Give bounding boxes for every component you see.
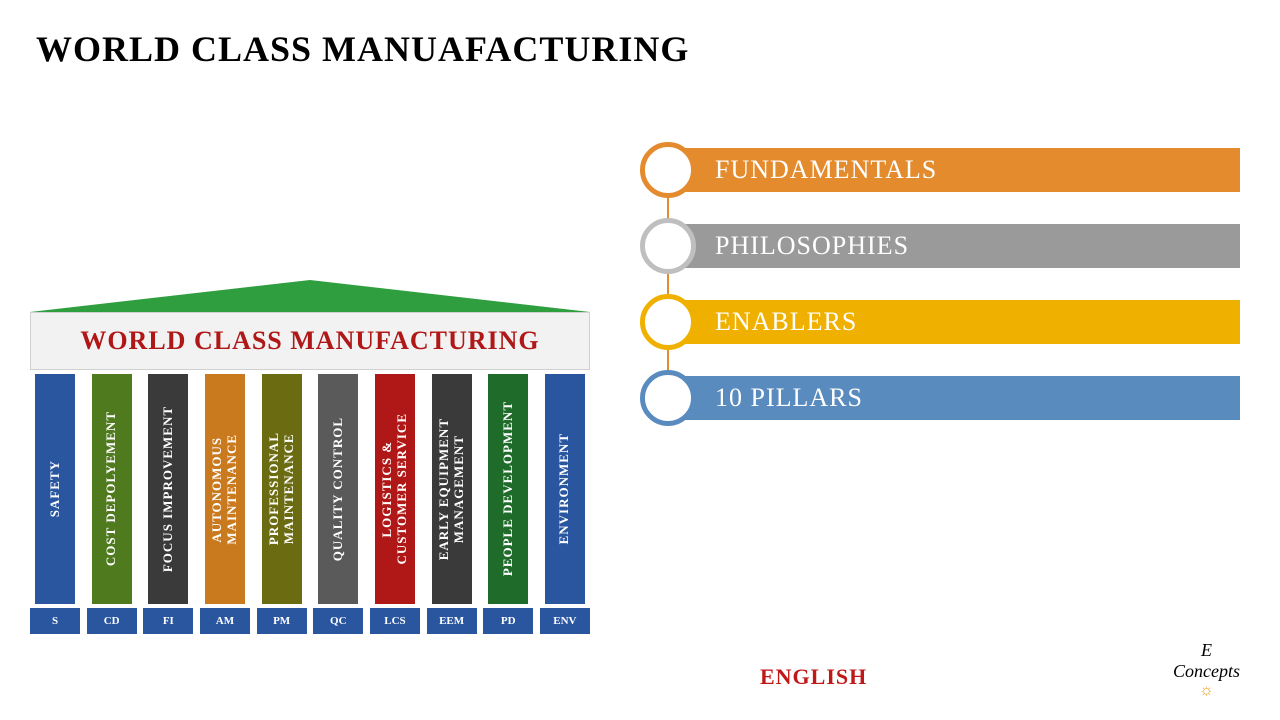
temple-header: WORLD CLASS MANUFACTURING [30, 312, 590, 370]
pillar-body: LOGISTICS & CUSTOMER SERVICE [375, 374, 415, 604]
pillar: ENVIRONMENT ENV [540, 374, 590, 634]
list-item: PHILOSOPHIES [640, 216, 1240, 276]
pillar-label: PEOPLE DEVELOPMENT [501, 401, 516, 576]
pillar-label: AUTONOMOUS MAINTENANCE [210, 434, 240, 545]
pillar-label: LOGISTICS & CUSTOMER SERVICE [380, 413, 410, 564]
list-item-circle [640, 294, 696, 350]
pillar: QUALITY CONTROL QC [313, 374, 363, 634]
pillar-body: PROFESSIONAL MAINTENANCE [262, 374, 302, 604]
list-item: 10 PILLARS [640, 368, 1240, 428]
pillar: LOGISTICS & CUSTOMER SERVICE LCS [370, 374, 420, 634]
temple-diagram: WORLD CLASS MANUFACTURING SAFETY S COST DE… [30, 280, 590, 634]
pillar-label: COST DEPOLYEMENT [104, 411, 119, 566]
pillar-label: FOCUS IMPROVEMENT [161, 406, 176, 572]
pillar-base: AM [200, 608, 250, 634]
pillar: PROFESSIONAL MAINTENANCE PM [257, 374, 307, 634]
temple-header-text: WORLD CLASS MANUFACTURING [80, 326, 539, 356]
list-item-bar: ENABLERS [685, 300, 1240, 344]
pillar-label: QUALITY CONTROL [331, 417, 346, 561]
pillars-row: SAFETYSCOST DEPOLYEMENTCDFOCUS IMPROVEME… [30, 374, 590, 634]
pillar: COST DEPOLYEMENT CD [87, 374, 137, 634]
pillar: PEOPLE DEVELOPMENT PD [483, 374, 533, 634]
temple-roof [30, 280, 590, 312]
logo-line-2: Concepts [1173, 661, 1240, 682]
list-item-circle [640, 142, 696, 198]
pillar-body: AUTONOMOUS MAINTENANCE [205, 374, 245, 604]
pillar: SAFETY S [30, 374, 80, 634]
pillar-label: PROFESSIONAL MAINTENANCE [267, 432, 297, 545]
page-title: WORLD CLASS MANUAFACTURING [36, 28, 689, 70]
bulb-icon: ☼ [1173, 682, 1240, 700]
pillar-label: SAFETY [48, 460, 63, 517]
logo-line-1: E [1173, 640, 1240, 661]
pillar-base: CD [87, 608, 137, 634]
pillar-base: LCS [370, 608, 420, 634]
pillar-base: EEM [427, 608, 477, 634]
pillar-label: ENVIRONMENT [557, 433, 572, 544]
pillar-body: COST DEPOLYEMENT [92, 374, 132, 604]
pillar-base: QC [313, 608, 363, 634]
pillar: FOCUS IMPROVEMENT FI [143, 374, 193, 634]
pillar-label: EARLY EQUIPMENT MANAGEMENT [437, 418, 467, 560]
topic-list: FUNDAMENTALS PHILOSOPHIES ENABLERS 10 PILLA… [640, 140, 1240, 444]
list-item-circle [640, 218, 696, 274]
slide: WORLD CLASS MANUAFACTURING FUNDAMENTALS P… [0, 0, 1280, 720]
pillar-body: FOCUS IMPROVEMENT [148, 374, 188, 604]
pillar-base: PD [483, 608, 533, 634]
pillar-body: QUALITY CONTROL [318, 374, 358, 604]
pillar-base: S [30, 608, 80, 634]
pillar-body: PEOPLE DEVELOPMENT [488, 374, 528, 604]
list-item: ENABLERS [640, 292, 1240, 352]
pillar-base: ENV [540, 608, 590, 634]
pillar-body: EARLY EQUIPMENT MANAGEMENT [432, 374, 472, 604]
list-item-bar: FUNDAMENTALS [685, 148, 1240, 192]
list-item: FUNDAMENTALS [640, 140, 1240, 200]
pillar: EARLY EQUIPMENT MANAGEMENT EEM [427, 374, 477, 634]
pillar-base: PM [257, 608, 307, 634]
pillar: AUTONOMOUS MAINTENANCE AM [200, 374, 250, 634]
pillar-body: SAFETY [35, 374, 75, 604]
list-item-bar: 10 PILLARS [685, 376, 1240, 420]
brand-logo: E Concepts ☼ [1173, 640, 1240, 700]
list-item-circle [640, 370, 696, 426]
list-item-bar: PHILOSOPHIES [685, 224, 1240, 268]
pillar-base: FI [143, 608, 193, 634]
language-label: ENGLISH [760, 664, 867, 690]
pillar-body: ENVIRONMENT [545, 374, 585, 604]
